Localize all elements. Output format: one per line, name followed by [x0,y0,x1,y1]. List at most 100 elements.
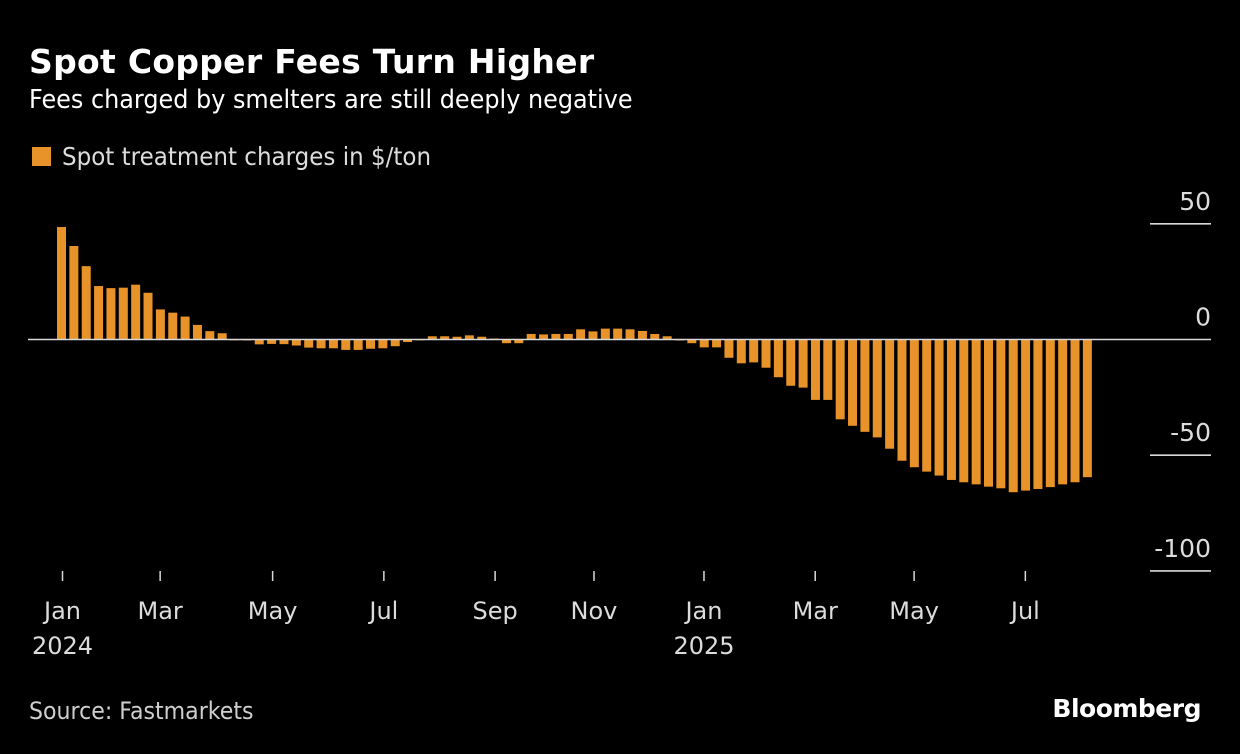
bar [946,339,956,480]
bar [600,328,610,340]
bar [353,339,363,350]
bar [205,331,215,340]
y-tick-label: -50 [1170,418,1211,447]
bar [736,339,746,364]
x-tick-label: Sep [472,597,517,625]
bar [118,287,128,340]
x-year-label: 2025 [673,632,734,660]
bar [959,339,969,483]
bar [514,339,524,344]
bar [452,336,462,340]
bar [180,316,190,340]
bar [477,336,487,340]
bar [996,339,1006,489]
bar [650,333,660,340]
bar [1082,339,1092,478]
x-tick-label: Jul [367,597,398,625]
legend-label: Spot treatment charges in $/ton [62,142,432,171]
bar [131,284,141,340]
chart-title: Spot Copper Fees Turn Higher [29,42,595,81]
bar [1033,339,1043,489]
bar [316,339,326,349]
bar [712,339,722,348]
x-tick-label: Jan [42,597,81,625]
bar [403,339,413,343]
bar [823,339,833,400]
bar [192,324,202,340]
bar [699,339,709,348]
bar [440,336,450,340]
bar [291,339,301,346]
bar [427,336,437,340]
x-axis: Jan 2024 Mar May Jul Sep Nov Jan 2025 Mar May Jul [32,571,1040,660]
bar [860,339,870,432]
bar [267,339,277,344]
bar [57,227,66,340]
bar [328,339,338,349]
x-year-label: 2024 [32,632,93,660]
x-tick-label: Mar [138,597,183,625]
bar [254,339,264,345]
bar [810,339,820,400]
bar [984,339,993,487]
bar [897,339,907,461]
bar [971,339,981,485]
y-tick-label: -100 [1154,534,1211,563]
bar [625,329,635,340]
bloomberg-logo: Bloomberg [1052,694,1201,723]
y-axis: 50 0 -50 -100 [28,187,1211,572]
bar [539,334,549,340]
bars-group [57,227,1092,493]
bar [687,339,697,344]
bar [1070,339,1080,483]
legend: Spot treatment charges in $/ton [32,142,463,171]
bar [69,246,79,340]
bar [773,339,783,378]
bar [786,339,796,386]
bar [378,339,388,349]
y-tick-label: 0 [1195,303,1211,332]
bar [1008,339,1018,493]
bar [304,339,314,348]
bar [81,266,91,340]
bar [588,331,598,340]
bar [1021,339,1031,491]
y-tick-label: 50 [1179,187,1211,216]
bar [106,288,116,340]
bar [662,336,672,340]
bar [637,330,647,340]
bar [155,309,165,340]
bar [390,339,400,347]
bar [563,333,573,340]
bar [1058,339,1068,485]
legend-swatch [32,147,51,166]
bar [613,328,623,340]
bar [576,329,586,340]
bar [872,339,882,438]
bar [749,339,759,363]
bar [168,312,178,340]
bar [848,339,858,426]
bar [551,333,561,340]
bar [94,286,104,340]
bar [341,339,351,350]
bar [366,339,375,349]
bar [1045,339,1055,488]
bar [835,339,845,420]
bar [501,339,511,344]
x-tick-label: Mar [793,597,838,625]
x-tick-label: Nov [571,597,618,625]
bar [143,292,153,340]
x-tick-label: May [889,597,939,625]
bar [922,339,932,472]
source-note: Source: Fastmarkets [29,697,254,725]
x-tick-label: Jul [1009,597,1040,625]
bar [279,339,289,345]
bar [798,339,808,388]
bar [885,339,895,449]
bar [934,339,944,476]
chart-subtitle: Fees charged by smelters are still deepl… [29,85,633,115]
bar [217,333,227,340]
bar [464,335,474,340]
